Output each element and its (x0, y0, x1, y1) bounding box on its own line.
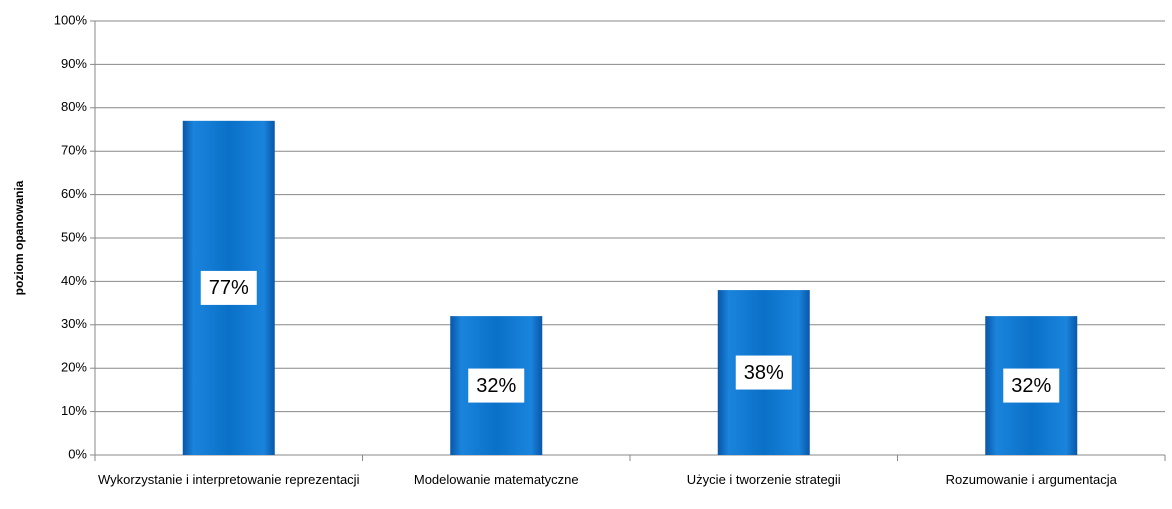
y-tick-label: 50% (61, 229, 87, 244)
y-axis-label: poziom opanowania (12, 180, 26, 295)
y-tick-label: 30% (61, 316, 87, 331)
x-tick-label: Modelowanie matematyczne (413, 472, 579, 487)
y-tick-label: 10% (61, 403, 87, 418)
x-tick-label: Wykorzystanie i interpretowanie reprezen… (98, 472, 360, 487)
x-tick-label: Użycie i tworzenie strategii (686, 472, 841, 487)
y-tick-label: 70% (61, 143, 87, 158)
y-tick-label: 0% (68, 446, 87, 461)
value-label: 32% (476, 375, 516, 397)
value-label-box (735, 355, 792, 390)
value-label-box (1003, 368, 1060, 403)
value-label: 77% (209, 277, 249, 299)
y-tick-label: 80% (61, 99, 87, 114)
x-tick-label: Rozumowanie i argumentacja (945, 472, 1117, 487)
y-tick-label: 20% (61, 360, 87, 375)
value-label: 32% (1011, 375, 1051, 397)
y-tick-label: 40% (61, 273, 87, 288)
y-tick-label: 60% (61, 186, 87, 201)
value-label: 38% (744, 362, 784, 384)
y-tick-label: 90% (61, 56, 87, 71)
y-tick-label: 100% (54, 12, 88, 27)
value-label-box (200, 270, 257, 305)
value-label-box (468, 368, 525, 403)
